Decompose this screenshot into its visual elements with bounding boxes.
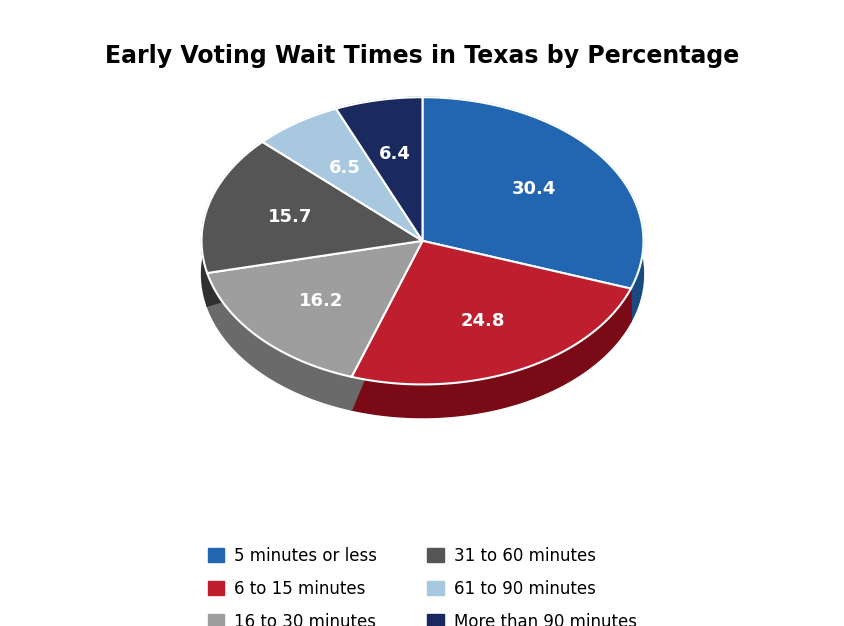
Legend: 5 minutes or less, 6 to 15 minutes, 16 to 30 minutes, 31 to 60 minutes, 61 to 90: 5 minutes or less, 6 to 15 minutes, 16 t… xyxy=(201,540,643,626)
Text: 16.2: 16.2 xyxy=(298,292,343,309)
Polygon shape xyxy=(336,109,422,274)
Text: 24.8: 24.8 xyxy=(460,312,504,330)
Polygon shape xyxy=(351,289,630,418)
Polygon shape xyxy=(336,109,422,274)
Polygon shape xyxy=(207,273,351,410)
Text: 6.4: 6.4 xyxy=(379,145,410,163)
Polygon shape xyxy=(351,241,630,384)
Polygon shape xyxy=(262,109,336,175)
Polygon shape xyxy=(422,97,642,289)
Polygon shape xyxy=(202,142,262,306)
Polygon shape xyxy=(202,142,422,273)
Text: 15.7: 15.7 xyxy=(268,208,312,227)
Polygon shape xyxy=(207,241,422,306)
Polygon shape xyxy=(262,109,422,241)
Polygon shape xyxy=(351,241,422,410)
Polygon shape xyxy=(207,241,422,377)
Text: 6.5: 6.5 xyxy=(328,158,360,177)
Polygon shape xyxy=(422,241,630,322)
Polygon shape xyxy=(262,142,422,274)
Polygon shape xyxy=(336,97,422,241)
Polygon shape xyxy=(262,142,422,274)
Text: Early Voting Wait Times in Texas by Percentage: Early Voting Wait Times in Texas by Perc… xyxy=(106,44,738,68)
Text: 30.4: 30.4 xyxy=(511,180,556,198)
Polygon shape xyxy=(422,241,630,322)
Polygon shape xyxy=(207,241,422,306)
Polygon shape xyxy=(351,241,422,410)
Polygon shape xyxy=(422,97,642,322)
Polygon shape xyxy=(336,97,422,142)
